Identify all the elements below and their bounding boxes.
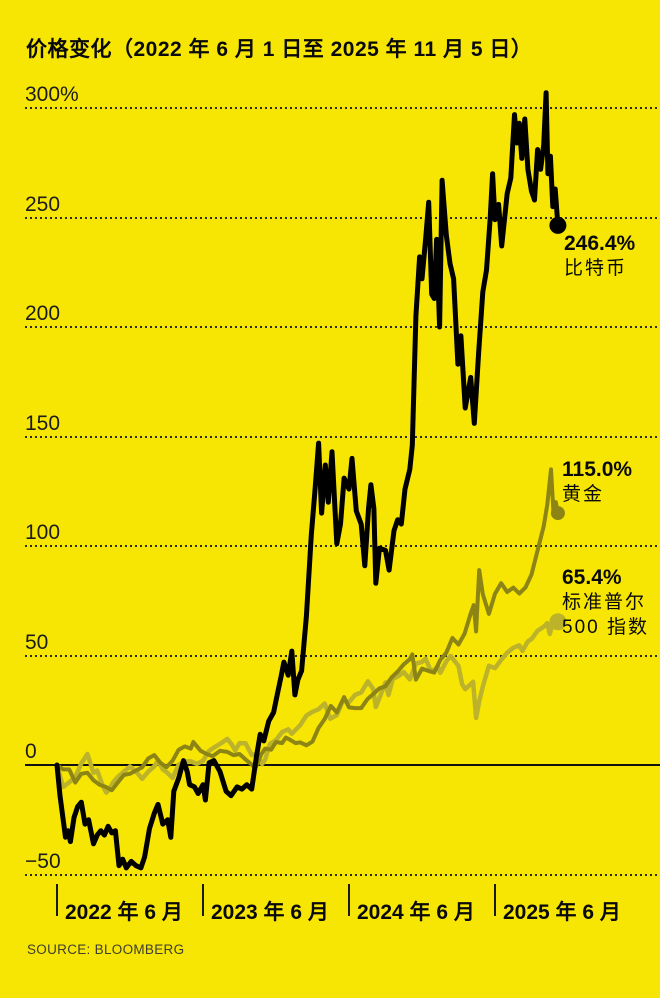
- series-end-dot-bitcoin: [549, 216, 567, 234]
- bitcoin-pct-label: 246.4%: [564, 232, 636, 255]
- gridline-0: [25, 764, 660, 766]
- y-axis-label-300: 300%: [25, 83, 79, 106]
- x-axis-label-2025: 2025 年 6 月: [503, 901, 621, 924]
- gold-end-label: 115.0% 黄金: [562, 457, 632, 507]
- gridline-250: [25, 216, 660, 219]
- series-end-dot-sp500: [549, 613, 567, 631]
- series-line-bitcoin: [54, 90, 561, 871]
- x-axis-label-2022: 2022 年 6 月: [65, 901, 183, 924]
- bitcoin-name-label: 比特币: [564, 258, 628, 279]
- gridline-50: [25, 654, 660, 657]
- gridline-150: [25, 435, 660, 438]
- series-end-dot-gold: [550, 506, 565, 521]
- y-axis-label-250: 250: [25, 192, 61, 216]
- x-tick-2024: [348, 884, 350, 916]
- y-axis-label-0: 0: [25, 740, 37, 763]
- x-tick-2025: [494, 884, 496, 916]
- bitcoin-end-label: 246.4% 比特币: [564, 231, 635, 281]
- y-axis-label--50: −50: [25, 849, 61, 873]
- gold-name-label: 黄金: [562, 484, 605, 505]
- series-line-sp500: [54, 613, 561, 795]
- x-axis-label-2023: 2023 年 6 月: [211, 901, 329, 924]
- gridline-200: [25, 326, 660, 328]
- y-axis-label-200: 200: [25, 302, 61, 325]
- series-line-gold: [55, 467, 560, 793]
- sp500-end-label: 65.4% 标准普尔 500 指数: [562, 565, 649, 640]
- gridline--50: [25, 873, 660, 876]
- sp500-name-line2: 500 指数: [562, 617, 649, 638]
- x-tick-2023: [202, 884, 204, 916]
- y-axis-label-50: 50: [25, 630, 49, 654]
- gold-pct-label: 115.0%: [562, 458, 633, 481]
- source-attribution: SOURCE: BLOOMBERG: [27, 942, 185, 957]
- y-axis-label-100: 100: [25, 521, 61, 544]
- sp500-pct-label: 65.4%: [562, 566, 622, 589]
- gridline-300: [25, 107, 660, 109]
- chart-title: 价格变化（2022 年 6 月 1 日至 2025 年 11 月 5 日）: [26, 38, 533, 61]
- sp500-name-line1: 标准普尔: [562, 592, 647, 613]
- x-tick-2022: [56, 884, 58, 916]
- x-axis-label-2024: 2024 年 6 月: [357, 901, 475, 924]
- gridline-100: [25, 545, 660, 547]
- y-axis-label-150: 150: [25, 411, 61, 435]
